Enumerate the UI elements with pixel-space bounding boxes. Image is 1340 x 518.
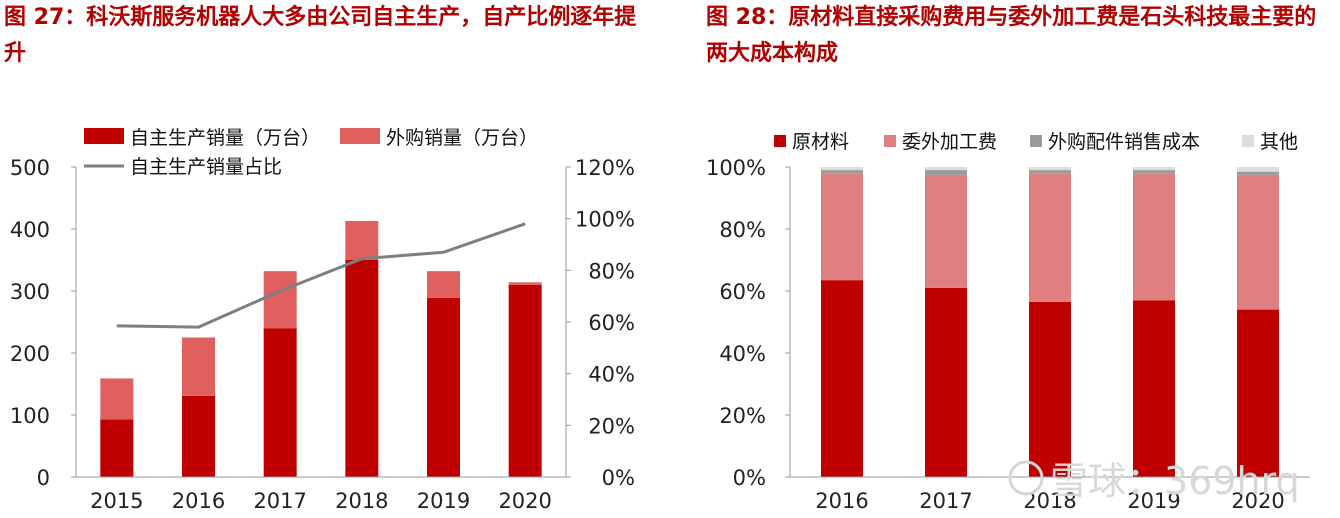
chart-2-bar-other-2017 xyxy=(925,167,967,171)
chart-2-x-tick-label: 2019 xyxy=(1127,489,1180,513)
chart-2-bar-raw-material-2018 xyxy=(1029,301,1071,477)
chart-2-legend-label-outsourced-processing: 委外加工费 xyxy=(902,131,997,153)
chart-1-legend-label-self-produced: 自主生产销量（万台） xyxy=(130,127,320,149)
chart-1-bar-purchased-2018 xyxy=(345,220,379,260)
chart-2-bar-raw-material-2017 xyxy=(925,287,967,477)
chart-2-x-tick-label: 2016 xyxy=(815,489,868,513)
chart-1-bar-purchased-2016 xyxy=(182,337,215,396)
chart-2-title: 图 28：原材料直接采购费用与委外加工费是石头科技最主要的两大成本构成 xyxy=(706,5,1317,66)
chart-2-legend-swatch-outsourced-processing xyxy=(884,135,896,147)
chart-1-bar-self-produced-2019 xyxy=(427,297,460,477)
chart-1-x-tick-label: 2019 xyxy=(417,489,470,513)
chart-1-x-tick-label: 2017 xyxy=(253,489,306,513)
chart-1-left-tick-label: 0 xyxy=(37,466,50,490)
chart-2-x-tick-label: 2020 xyxy=(1231,489,1284,513)
chart-1-legend-swatch-purchased xyxy=(340,128,380,144)
chart-2-bar-other-2020 xyxy=(1237,167,1279,172)
chart-2-bar-purchased-parts-cost-2016 xyxy=(821,170,863,174)
chart-2-legend-swatch-other xyxy=(1242,135,1254,147)
chart-2-bar-raw-material-2016 xyxy=(821,280,863,477)
chart-1-bar-purchased-2020 xyxy=(508,282,542,285)
chart-1-right-tick-label: 0% xyxy=(602,466,635,490)
chart-1-legend-swatch-self-produced xyxy=(84,128,124,144)
chart-1-bar-purchased-2015 xyxy=(100,378,134,420)
chart-2-bar-outsourced-processing-2018 xyxy=(1029,173,1071,302)
chart-2-bar-outsourced-processing-2016 xyxy=(821,173,863,281)
chart-1-x-tick-label: 2016 xyxy=(172,489,225,513)
chart-2-legend-label-other: 其他 xyxy=(1260,131,1298,153)
chart-1-bar-self-produced-2018 xyxy=(345,260,379,477)
chart-1-right-tick-label: 20% xyxy=(588,414,635,438)
watermark-logo-icon xyxy=(1008,460,1044,496)
chart-2-left-tick-label: 20% xyxy=(719,404,766,428)
chart-2-left-tick-label: 100% xyxy=(706,156,766,180)
chart-2-legend-label-raw-material: 原材料 xyxy=(792,131,849,153)
watermark-text: 雪球：369hrq xyxy=(1050,459,1300,503)
chart-1-bar-purchased-2017 xyxy=(263,271,297,329)
chart-2-bar-other-2016 xyxy=(821,167,863,171)
chart-2-bar-outsourced-processing-2019 xyxy=(1133,173,1175,301)
chart-2-bar-raw-material-2019 xyxy=(1133,300,1175,477)
chart-2-bar-purchased-parts-cost-2018 xyxy=(1029,170,1071,174)
chart-1-right-tick-label: 100% xyxy=(575,208,635,232)
chart-2-bar-outsourced-processing-2017 xyxy=(925,174,967,288)
chart-2-left-tick-label: 40% xyxy=(719,342,766,366)
chart-2-legend-swatch-raw-material xyxy=(774,135,786,147)
chart-1-line-self-produced-share xyxy=(116,222,526,329)
chart-2-left-tick-label: 60% xyxy=(719,280,766,304)
chart-1-title: 图 27：科沃斯服务机器人大多由公司自主生产，自产比例逐年提升 xyxy=(4,5,637,66)
chart-2-bar-purchased-parts-cost-2017 xyxy=(925,170,967,175)
chart-2-bar-raw-material-2020 xyxy=(1237,309,1279,477)
chart-1-right-tick-label: 120% xyxy=(575,156,635,180)
chart-1-right-tick-label: 40% xyxy=(588,363,635,387)
chart-1-right-tick-label: 80% xyxy=(588,259,635,283)
chart-1-x-tick-label: 2015 xyxy=(90,489,143,513)
chart-2-left-tick-label: 80% xyxy=(719,218,766,242)
chart-2-legend-swatch-purchased-parts-cost xyxy=(1030,135,1042,147)
chart-1-bar-self-produced-2017 xyxy=(263,328,297,477)
chart-1-bar-self-produced-2016 xyxy=(182,395,215,477)
chart-2-bar-outsourced-processing-2020 xyxy=(1237,174,1279,310)
chart-1-left-tick-label: 500 xyxy=(10,156,50,180)
chart-1-left-tick-label: 400 xyxy=(10,218,50,242)
chart-1-x-tick-label: 2020 xyxy=(498,489,551,513)
chart-2-bar-purchased-parts-cost-2019 xyxy=(1133,170,1175,174)
chart-2-bar-other-2018 xyxy=(1029,167,1071,171)
chart-2-legend-label-purchased-parts-cost: 外购配件销售成本 xyxy=(1048,131,1200,153)
chart-1-legend-label-purchased: 外购销量（万台） xyxy=(386,127,538,149)
chart-2-bar-purchased-parts-cost-2020 xyxy=(1237,171,1279,175)
chart-1-bar-self-produced-2020 xyxy=(508,284,542,477)
chart-2-left-tick-label: 0% xyxy=(733,466,766,490)
chart-1-left-tick-label: 300 xyxy=(10,280,50,304)
chart-2-x-tick-label: 2017 xyxy=(919,489,972,513)
chart-2-bar-other-2019 xyxy=(1133,167,1175,171)
chart-1-bar-purchased-2019 xyxy=(427,271,460,298)
chart-1-legend-label-share: 自主生产销量占比 xyxy=(130,156,282,178)
chart-1-x-tick-label: 2018 xyxy=(335,489,388,513)
chart-1-bar-self-produced-2015 xyxy=(100,419,134,477)
chart-1-right-tick-label: 60% xyxy=(588,311,635,335)
chart-1-left-tick-label: 100 xyxy=(10,404,50,428)
chart-1-left-tick-label: 200 xyxy=(10,342,50,366)
